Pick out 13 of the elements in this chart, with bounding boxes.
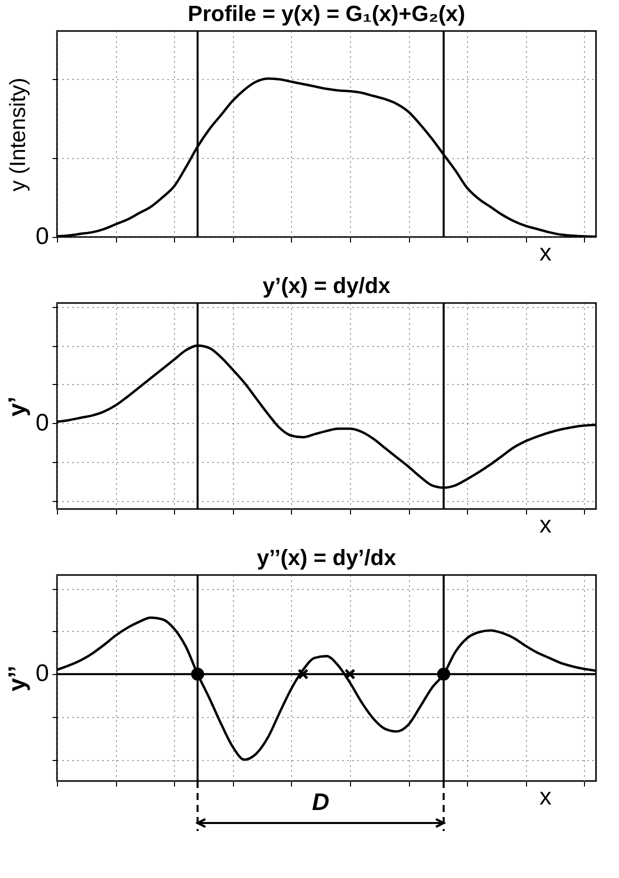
x-axis-title: x <box>540 784 552 810</box>
text: 0 <box>36 223 49 250</box>
y-axis-title: y (Intensity) <box>5 78 30 192</box>
x-axis-title: x <box>540 512 552 538</box>
x-axis-title: x <box>540 240 552 266</box>
chart-title: y’’(x) = dy’/dx <box>256 545 397 570</box>
y-axis-title: y’’ <box>4 666 31 692</box>
chart-title: Profile = y(x) = G₁(x)+G₂(x) <box>188 1 466 26</box>
y-axis-title: y’ <box>4 396 31 417</box>
text: 0 <box>36 660 49 688</box>
text: D <box>312 789 330 816</box>
text: 0 <box>36 409 49 436</box>
chart-title: y’(x) = dy/dx <box>262 273 392 298</box>
